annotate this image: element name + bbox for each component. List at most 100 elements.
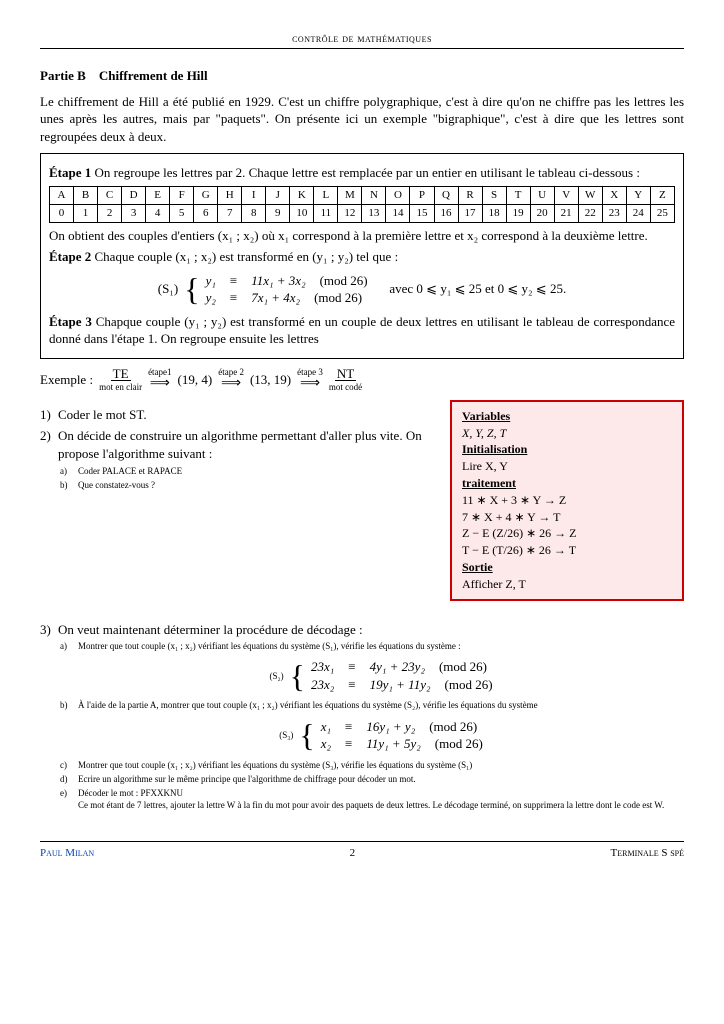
etape2: Étape 2 Chaque couple (x₁ ; x₂) est tran… xyxy=(49,248,675,266)
s2-l1b: ≡ xyxy=(348,658,355,676)
etape1: Étape 1 On regroupe les lettres par 2. C… xyxy=(49,164,675,182)
alpha-letter-cell: L xyxy=(314,186,338,204)
etape3-label: Étape 3 xyxy=(49,314,92,329)
algo-sortie-h: Sortie xyxy=(462,560,493,574)
etape2-label: Étape 2 xyxy=(49,249,91,264)
algo-l4: 7 ∗ X + 4 ∗ Y → T xyxy=(462,509,672,526)
s1-expr2: 7x₁ + 4x₂ xyxy=(251,289,300,307)
example-v1: (19, 4) xyxy=(178,371,213,389)
alpha-letter-cell: H xyxy=(218,186,242,204)
algo-variables-h: Variables xyxy=(462,409,510,423)
alpha-num-cell: 13 xyxy=(362,204,386,222)
question-3e: Décoder le mot : PFXXKNU Ce mot étant de… xyxy=(78,787,684,811)
alpha-num-cell: 17 xyxy=(458,204,482,222)
question-2-text: On décide de construire un algorithme pe… xyxy=(58,428,422,461)
alpha-num-cell: 2 xyxy=(98,204,122,222)
s3-l2d: (mod 26) xyxy=(435,735,483,753)
alpha-num-cell: 6 xyxy=(194,204,218,222)
example-te: TE xyxy=(111,367,131,381)
s1-cond: avec 0 ⩽ y₁ ⩽ 25 et 0 ⩽ y₂ ⩽ 25. xyxy=(389,280,566,298)
s3-l1c: 16y₁ + y₂ xyxy=(366,718,415,736)
system-s1: (S₁) { y₁ ≡ 11x₁ + 3x₂ (mod 26) y₂ ≡ 7x₁… xyxy=(49,272,675,307)
alpha-num-cell: 1 xyxy=(74,204,98,222)
alpha-letter-cell: Q xyxy=(434,186,458,204)
question-3b: À l'aide de la partie A, montrer que tou… xyxy=(78,699,684,752)
question-2a: Coder PALACE et RAPACE xyxy=(78,465,430,477)
alpha-letter-cell: T xyxy=(506,186,530,204)
s1-y2: y₂ xyxy=(206,289,216,307)
alpha-letter-cell: Z xyxy=(650,186,674,204)
s1-eq1: ≡ xyxy=(230,272,237,290)
alpha-letter-cell: N xyxy=(362,186,386,204)
question-3d: Ecrire un algorithme sur le même princip… xyxy=(78,773,684,785)
question-3e-note: Ce mot étant de 7 lettres, ajouter la le… xyxy=(78,800,664,810)
example-v2: (13, 19) xyxy=(250,371,291,389)
s1-mod2: (mod 26) xyxy=(314,289,362,307)
s2-l1d: (mod 26) xyxy=(439,658,487,676)
algo-l6: T − E (T/26) ∗ 26 → T xyxy=(462,542,672,559)
alpha-letter-cell: O xyxy=(386,186,410,204)
alpha-num-cell: 23 xyxy=(602,204,626,222)
alpha-letter-cell: B xyxy=(74,186,98,204)
alpha-letter-cell: W xyxy=(578,186,602,204)
alpha-letter-cell: J xyxy=(266,186,290,204)
example-te-lbl: mot en clair xyxy=(99,383,142,392)
s1-eq2: ≡ xyxy=(230,289,237,307)
alpha-letter-cell: C xyxy=(98,186,122,204)
algo-trait-h: traitement xyxy=(462,476,516,490)
steps-box: Étape 1 On regroupe les lettres par 2. C… xyxy=(40,153,684,359)
s3-l2a: x₂ xyxy=(321,735,331,753)
s3-l1d: (mod 26) xyxy=(429,718,477,736)
etape2-text: Chaque couple (x₁ ; x₂) est transformé e… xyxy=(95,249,399,264)
alpha-letter-cell: G xyxy=(194,186,218,204)
alpha-num-cell: 19 xyxy=(506,204,530,222)
question-3: On veut maintenant déterminer la procédu… xyxy=(58,621,684,812)
s1-y1: y₁ xyxy=(206,272,216,290)
s3-l1b: ≡ xyxy=(345,718,352,736)
alpha-letter-cell: K xyxy=(290,186,314,204)
alpha-num-cell: 12 xyxy=(338,204,362,222)
etape3-text: Chapque couple (y₁ ; y₂) est transformé … xyxy=(49,314,675,347)
s1-expr1: 11x₁ + 3x₂ xyxy=(251,272,305,290)
after-table-text: On obtient des couples d'entiers (x₁ ; x… xyxy=(49,227,675,245)
question-3a-text: Montrer que tout couple (x₁ ; x₂) vérifi… xyxy=(78,641,461,651)
s1-label: (S₁) xyxy=(158,280,178,298)
alpha-num-cell: 21 xyxy=(554,204,578,222)
alpha-num-cell: 8 xyxy=(242,204,266,222)
alpha-letter-cell: S xyxy=(482,186,506,204)
page-footer: Paul Milan 2 Terminale S spé xyxy=(40,841,684,861)
example-nt: NT xyxy=(335,367,356,381)
s2-l2c: 19y₁ + 11y₂ xyxy=(370,676,431,694)
alpha-num-cell: 9 xyxy=(266,204,290,222)
algo-l3: 11 ∗ X + 3 ∗ Y → Z xyxy=(462,492,672,509)
intro-text: Le chiffrement de Hill a été publié en 1… xyxy=(40,93,684,146)
question-3b-text: À l'aide de la partie A, montrer que tou… xyxy=(78,700,538,710)
alpha-num-cell: 0 xyxy=(50,204,74,222)
s2-l1c: 4y₁ + 23y₂ xyxy=(370,658,425,676)
footer-class: Terminale S spé xyxy=(611,846,684,861)
algo-l5: Z − E (Z/26) ∗ 26 → Z xyxy=(462,525,672,542)
example-row: Exemple : TE mot en clair étape1⟹ (19, 4… xyxy=(40,367,684,392)
alpha-num-cell: 16 xyxy=(434,204,458,222)
question-3c: Montrer que tout couple (x₁ ; x₂) vérifi… xyxy=(78,759,684,771)
algo-sortie: Afficher Z, T xyxy=(462,576,672,593)
partie-label: Partie B xyxy=(40,68,86,83)
etape3: Étape 3 Chapque couple (y₁ ; y₂) est tra… xyxy=(49,313,675,348)
etape1-text: On regroupe les lettres par 2. Chaque le… xyxy=(95,165,640,180)
alpha-num-cell: 11 xyxy=(314,204,338,222)
alphabet-table: ABCDEFGHIJKLMNOPQRSTUVWXYZ 0123456789101… xyxy=(49,186,675,223)
example-nt-lbl: mot codé xyxy=(329,383,362,392)
question-3-text: On veut maintenant déterminer la procédu… xyxy=(58,622,363,637)
s3-l1a: x₁ xyxy=(321,718,331,736)
alpha-letter-cell: A xyxy=(50,186,74,204)
alpha-letter-cell: V xyxy=(554,186,578,204)
alpha-num-cell: 25 xyxy=(650,204,674,222)
alpha-letter-cell: I xyxy=(242,186,266,204)
alpha-letter-cell: D xyxy=(122,186,146,204)
algorithm-box: Variables X, Y, Z, T Initialisation Lire… xyxy=(450,400,684,601)
s2-label: (S₂) xyxy=(269,670,283,682)
alpha-num-cell: 7 xyxy=(218,204,242,222)
section-heading: Partie B Chiffrement de Hill xyxy=(40,67,684,85)
alpha-num-cell: 10 xyxy=(290,204,314,222)
alpha-num-cell: 20 xyxy=(530,204,554,222)
